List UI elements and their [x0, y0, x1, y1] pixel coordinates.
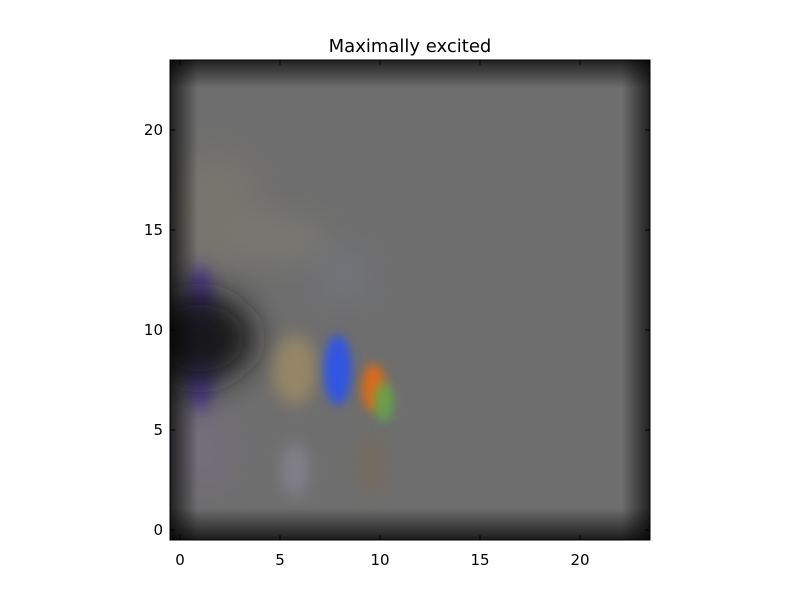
x-axis: 0 5 10 15 20 [175, 60, 590, 569]
y-tick-label: 10 [144, 321, 163, 339]
green-blob [374, 382, 394, 422]
y-axis: 0 5 10 15 20 [144, 121, 650, 539]
lower-right-streak [358, 435, 386, 495]
y-tick-label: 5 [153, 421, 163, 439]
y-tick-label: 15 [144, 221, 163, 239]
tan-blob [273, 335, 317, 405]
x-tick-label: 20 [570, 551, 589, 569]
blue-blob [324, 335, 352, 405]
y-tick-label: 20 [144, 121, 163, 139]
y-tick-label: 0 [153, 521, 163, 539]
x-tick-label: 10 [370, 551, 389, 569]
lower-mid-streak [281, 442, 309, 498]
x-tick-label: 5 [275, 551, 285, 569]
edge-vignette [170, 60, 650, 540]
x-tick-label: 15 [470, 551, 489, 569]
noise-blob-diagonal-2 [315, 245, 375, 305]
plot-frame [169, 59, 651, 541]
chart-title: Maximally excited [329, 36, 492, 57]
heatmap-background [170, 60, 650, 540]
noise-blob-diagonal-1 [240, 215, 330, 265]
x-tick-label: 0 [175, 551, 185, 569]
heatmap-image [170, 60, 650, 540]
